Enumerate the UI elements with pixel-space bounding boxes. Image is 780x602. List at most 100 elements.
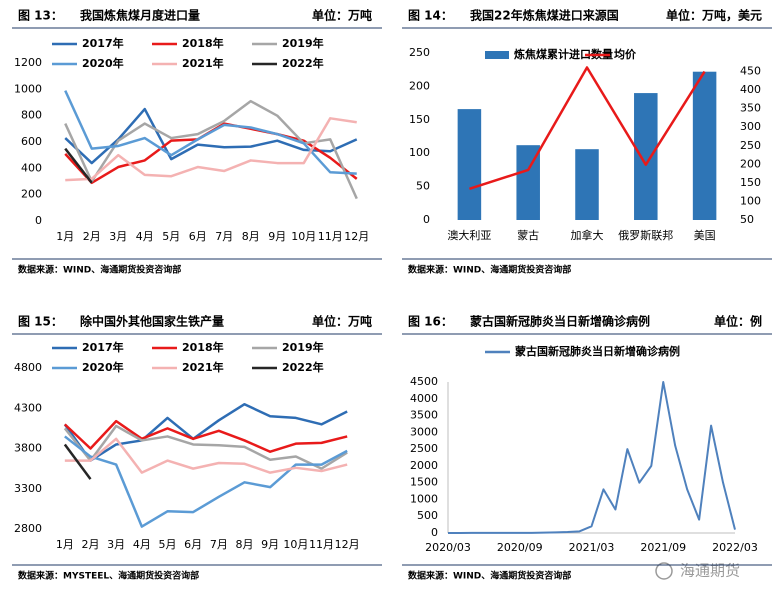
legend-label: 2022年 xyxy=(282,360,324,374)
x-tick-label: 10月 xyxy=(291,230,316,243)
y-tick-label: 0 xyxy=(35,214,42,227)
source-note: 数据来源：WIND、海通期货投资咨询部 xyxy=(408,570,571,582)
x-tick-label: 2021/03 xyxy=(569,541,615,554)
series-line xyxy=(63,402,348,462)
x-tick-label: 4月 xyxy=(136,230,154,243)
y-tick-label: 2800 xyxy=(14,522,42,535)
y-tick-label: 0 xyxy=(423,213,430,226)
legend-label: 炼焦煤累计进口数量 xyxy=(514,47,613,61)
unit-label: 单位：万吨 xyxy=(312,8,372,23)
legend-swatch xyxy=(485,51,509,59)
y-tick-label: 1200 xyxy=(14,56,42,69)
y-tick-label: 2500 xyxy=(410,442,438,455)
x-tick-label: 9月 xyxy=(268,230,286,243)
x-tick-label: 7月 xyxy=(210,538,228,551)
figure-label: 图 15： xyxy=(18,315,63,329)
legend-label: 2019年 xyxy=(282,340,324,354)
series-line xyxy=(469,66,706,191)
y-tick-label: 4000 xyxy=(410,392,438,405)
bar xyxy=(634,93,658,220)
y-tick-label: 100 xyxy=(409,146,430,159)
y2-tick-label: 200 xyxy=(740,157,761,170)
x-tick-label: 8月 xyxy=(236,538,254,551)
y2-tick-label: 350 xyxy=(740,102,761,115)
unit-label: 单位：万吨 xyxy=(312,314,372,329)
x-tick-label: 10月 xyxy=(283,538,308,551)
x-tick-label: 俄罗斯联邦 xyxy=(618,229,673,242)
y-tick-label: 1000 xyxy=(14,82,42,95)
y-tick-label: 4300 xyxy=(14,401,42,414)
series-line xyxy=(64,435,348,528)
y-tick-label: 200 xyxy=(409,79,430,92)
y-tick-label: 1500 xyxy=(410,476,438,489)
legend-label: 2017年 xyxy=(82,36,124,50)
y-tick-label: 50 xyxy=(416,180,430,193)
x-tick-label: 3月 xyxy=(107,538,125,551)
x-tick-label: 美国 xyxy=(694,229,716,242)
legend-label: 2018年 xyxy=(182,340,224,354)
legend-label: 2022年 xyxy=(282,56,324,70)
chart-title: 蒙古国新冠肺炎当日新增确诊病例 xyxy=(470,314,650,329)
series-line xyxy=(64,147,93,184)
y-tick-label: 4800 xyxy=(14,361,42,374)
series-line xyxy=(448,381,736,534)
bar xyxy=(692,71,717,220)
source-note: 数据来源：MYSTEEL、海通期货投资咨询部 xyxy=(18,570,199,582)
x-tick-label: 3月 xyxy=(109,230,127,243)
series-line xyxy=(63,419,348,453)
y2-tick-label: 150 xyxy=(740,176,761,189)
x-tick-label: 1月 xyxy=(56,230,74,243)
x-tick-label: 6月 xyxy=(184,538,202,551)
series-line xyxy=(63,443,92,480)
x-tick-label: 5月 xyxy=(162,230,180,243)
unit-label: 单位：例 xyxy=(714,314,762,329)
y2-tick-label: 300 xyxy=(740,120,761,133)
y-tick-label: 400 xyxy=(21,161,42,174)
series-line xyxy=(63,424,348,470)
x-tick-label: 加拿大 xyxy=(571,228,604,242)
y2-tick-label: 50 xyxy=(740,213,754,226)
legend-label: 2019年 xyxy=(282,36,324,50)
x-tick-label: 2020/09 xyxy=(497,541,543,554)
legend-label: 均价 xyxy=(614,47,637,61)
x-tick-label: 2月 xyxy=(83,230,101,243)
y-tick-label: 0 xyxy=(431,526,438,539)
x-tick-label: 2022/03 xyxy=(712,541,758,554)
series-line xyxy=(65,117,357,182)
x-tick-label: 6月 xyxy=(189,230,207,243)
y-tick-label: 800 xyxy=(21,109,42,122)
y2-tick-label: 450 xyxy=(740,65,761,78)
x-tick-label: 2021/09 xyxy=(640,541,686,554)
x-tick-label: 1月 xyxy=(56,538,74,551)
x-tick-label: 2020/03 xyxy=(425,541,471,554)
x-tick-label: 蒙古 xyxy=(517,229,539,242)
y2-tick-label: 400 xyxy=(740,83,761,96)
chart-title: 我国22年炼焦煤进口来源国 xyxy=(470,8,619,23)
x-tick-label: 7月 xyxy=(215,230,233,243)
legend-label: 2020年 xyxy=(82,56,124,70)
y-tick-label: 250 xyxy=(409,46,430,59)
legend-label: 蒙古国新冠肺炎当日新增确诊病例 xyxy=(515,344,680,358)
y2-tick-label: 100 xyxy=(740,194,761,207)
y-tick-label: 600 xyxy=(21,135,42,148)
x-tick-label: 2月 xyxy=(82,538,100,551)
x-tick-label: 澳大利亚 xyxy=(447,228,491,242)
y-tick-label: 2000 xyxy=(410,459,438,472)
bar xyxy=(516,145,540,220)
y-tick-label: 150 xyxy=(409,113,430,126)
source-note: 数据来源：WIND、海通期货投资咨询部 xyxy=(18,264,181,276)
figure-label: 图 13： xyxy=(18,9,63,23)
x-tick-label: 11月 xyxy=(309,538,334,551)
figure-label: 图 14： xyxy=(408,9,453,23)
watermark-icon xyxy=(655,562,673,580)
x-tick-label: 12月 xyxy=(344,230,369,243)
bar xyxy=(575,149,599,220)
x-tick-label: 11月 xyxy=(318,230,343,243)
legend-label: 2018年 xyxy=(182,36,224,50)
legend-label: 2017年 xyxy=(82,340,124,354)
watermark: 海通期货 xyxy=(680,562,740,580)
x-tick-label: 9月 xyxy=(261,538,279,551)
series-line xyxy=(64,437,348,474)
y-tick-label: 3800 xyxy=(14,442,42,455)
